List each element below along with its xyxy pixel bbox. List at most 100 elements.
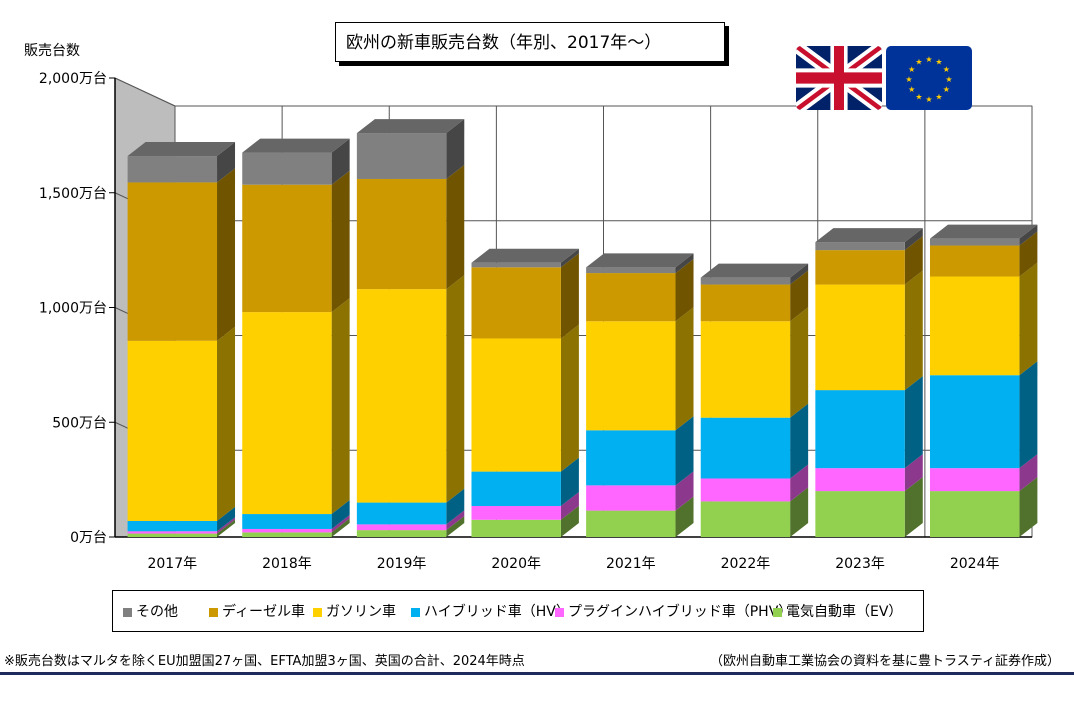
bar-side bbox=[1019, 262, 1038, 376]
bar-segment bbox=[929, 276, 1020, 376]
legend-swatch bbox=[555, 607, 564, 617]
bar-side bbox=[904, 454, 923, 492]
bar-segment bbox=[586, 273, 676, 322]
bar-side bbox=[560, 324, 579, 472]
legend-swatch bbox=[209, 607, 218, 617]
bar-side bbox=[904, 236, 923, 285]
x-tick-label: 2019年 bbox=[377, 556, 427, 572]
bar-side bbox=[675, 416, 694, 486]
bar-side bbox=[446, 275, 465, 503]
bar-segment bbox=[471, 338, 561, 472]
uk-flag-icon bbox=[796, 46, 882, 110]
legend-label: ディーゼル車 bbox=[222, 604, 306, 620]
bar-side bbox=[331, 170, 350, 313]
bar-top bbox=[700, 263, 809, 278]
bar-segment bbox=[586, 430, 676, 486]
bar-side bbox=[1019, 361, 1038, 469]
bar-side bbox=[560, 253, 579, 339]
bar-segment bbox=[815, 250, 905, 285]
bar-side bbox=[560, 248, 579, 268]
y-tick-label: 1,000万台 bbox=[39, 301, 107, 317]
bar-side bbox=[217, 517, 236, 534]
x-tick-label: 2020年 bbox=[491, 556, 541, 572]
x-tick-label: 2017年 bbox=[147, 556, 197, 572]
footnote-source-scope: ※販売台数はマルタを除くEU加盟国27ヶ国、EFTA加盟3ヶ国、英国の合計、20… bbox=[4, 654, 525, 669]
bar-segment bbox=[471, 506, 561, 520]
eu-star: ★ bbox=[943, 85, 950, 94]
eu-star: ★ bbox=[945, 75, 952, 84]
bar-side bbox=[331, 514, 350, 533]
legend-swatch bbox=[411, 607, 420, 617]
legend-label: ガソリン車 bbox=[326, 604, 396, 620]
bar-side bbox=[675, 496, 694, 537]
bar-segment bbox=[700, 478, 791, 502]
footnote-credit: （欧州自動車工業協会の資料を基に豊トラスティ証券作成） bbox=[710, 654, 1060, 669]
bar-side bbox=[675, 471, 694, 511]
bar-segment bbox=[586, 485, 676, 511]
bar-side bbox=[1019, 477, 1038, 537]
bar-segment bbox=[586, 267, 676, 274]
bar-segment bbox=[929, 468, 1020, 492]
bar-segment bbox=[242, 532, 332, 537]
eu-flag-icon: ★ ★ ★ ★ ★ ★ ★ ★ ★ ★ ★ ★ bbox=[886, 46, 972, 110]
bar-segment bbox=[242, 152, 332, 185]
gridline-side bbox=[114, 77, 176, 107]
legend-item: ディーゼル車 bbox=[209, 591, 305, 633]
bar-segment bbox=[471, 262, 561, 268]
bar-segment bbox=[700, 417, 791, 479]
bar-segment bbox=[929, 238, 1020, 246]
bar-segment bbox=[471, 519, 561, 537]
bar-top bbox=[815, 228, 923, 243]
bar-side bbox=[560, 505, 579, 537]
eu-star: ★ bbox=[925, 55, 932, 64]
bar-side bbox=[790, 307, 809, 418]
bar-segment bbox=[700, 501, 791, 537]
bar-segment bbox=[929, 491, 1020, 537]
bar-segment bbox=[471, 471, 561, 507]
bar-segment bbox=[700, 284, 791, 322]
x-tick-label: 2018年 bbox=[262, 556, 312, 572]
bar-side bbox=[904, 376, 923, 469]
bar-top bbox=[242, 138, 350, 153]
bar-side bbox=[217, 142, 236, 183]
bar-segment bbox=[356, 530, 447, 537]
bar-side bbox=[217, 326, 236, 521]
bar-segment bbox=[815, 390, 905, 469]
bar-side bbox=[904, 228, 923, 251]
bar-segment bbox=[356, 289, 447, 503]
bar-side bbox=[446, 510, 465, 531]
bar-segment bbox=[815, 491, 905, 537]
eu-star: ★ bbox=[915, 58, 922, 67]
bar-side bbox=[446, 516, 465, 537]
bar-segment bbox=[356, 502, 447, 525]
bar-segment bbox=[127, 340, 218, 521]
bar-side bbox=[331, 138, 350, 185]
x-tick-label: 2022年 bbox=[721, 556, 771, 572]
bar-segment bbox=[815, 284, 905, 391]
bar-side bbox=[1019, 231, 1038, 277]
x-tick-label: 2024年 bbox=[950, 556, 1000, 572]
eu-star: ★ bbox=[935, 58, 942, 67]
bar-top bbox=[127, 142, 236, 157]
eu-star: ★ bbox=[905, 75, 912, 84]
bar-segment bbox=[127, 533, 218, 537]
bar-segment bbox=[700, 277, 791, 285]
y-tick-label: 2,000万台 bbox=[39, 71, 107, 87]
eu-star: ★ bbox=[915, 92, 922, 101]
bar-segment bbox=[127, 156, 218, 183]
x-tick-label: 2023年 bbox=[835, 556, 885, 572]
bar-segment bbox=[127, 520, 218, 532]
bar-segment bbox=[471, 267, 561, 339]
bar-side bbox=[904, 270, 923, 391]
legend-label: その他 bbox=[136, 604, 178, 620]
bar-segment bbox=[586, 321, 676, 431]
bar-segment bbox=[815, 468, 905, 492]
bar-segment bbox=[127, 182, 218, 341]
y-tick-label: 0万台 bbox=[70, 530, 107, 546]
legend: その他 ディーゼル車 ガソリン車 ハイブリッド車（HV） プラグインハイブリッド車（PH… bbox=[112, 590, 924, 632]
bar-side bbox=[790, 464, 809, 502]
bar-segment bbox=[815, 242, 905, 251]
legend-swatch bbox=[123, 607, 132, 617]
bar-segment bbox=[929, 375, 1020, 469]
